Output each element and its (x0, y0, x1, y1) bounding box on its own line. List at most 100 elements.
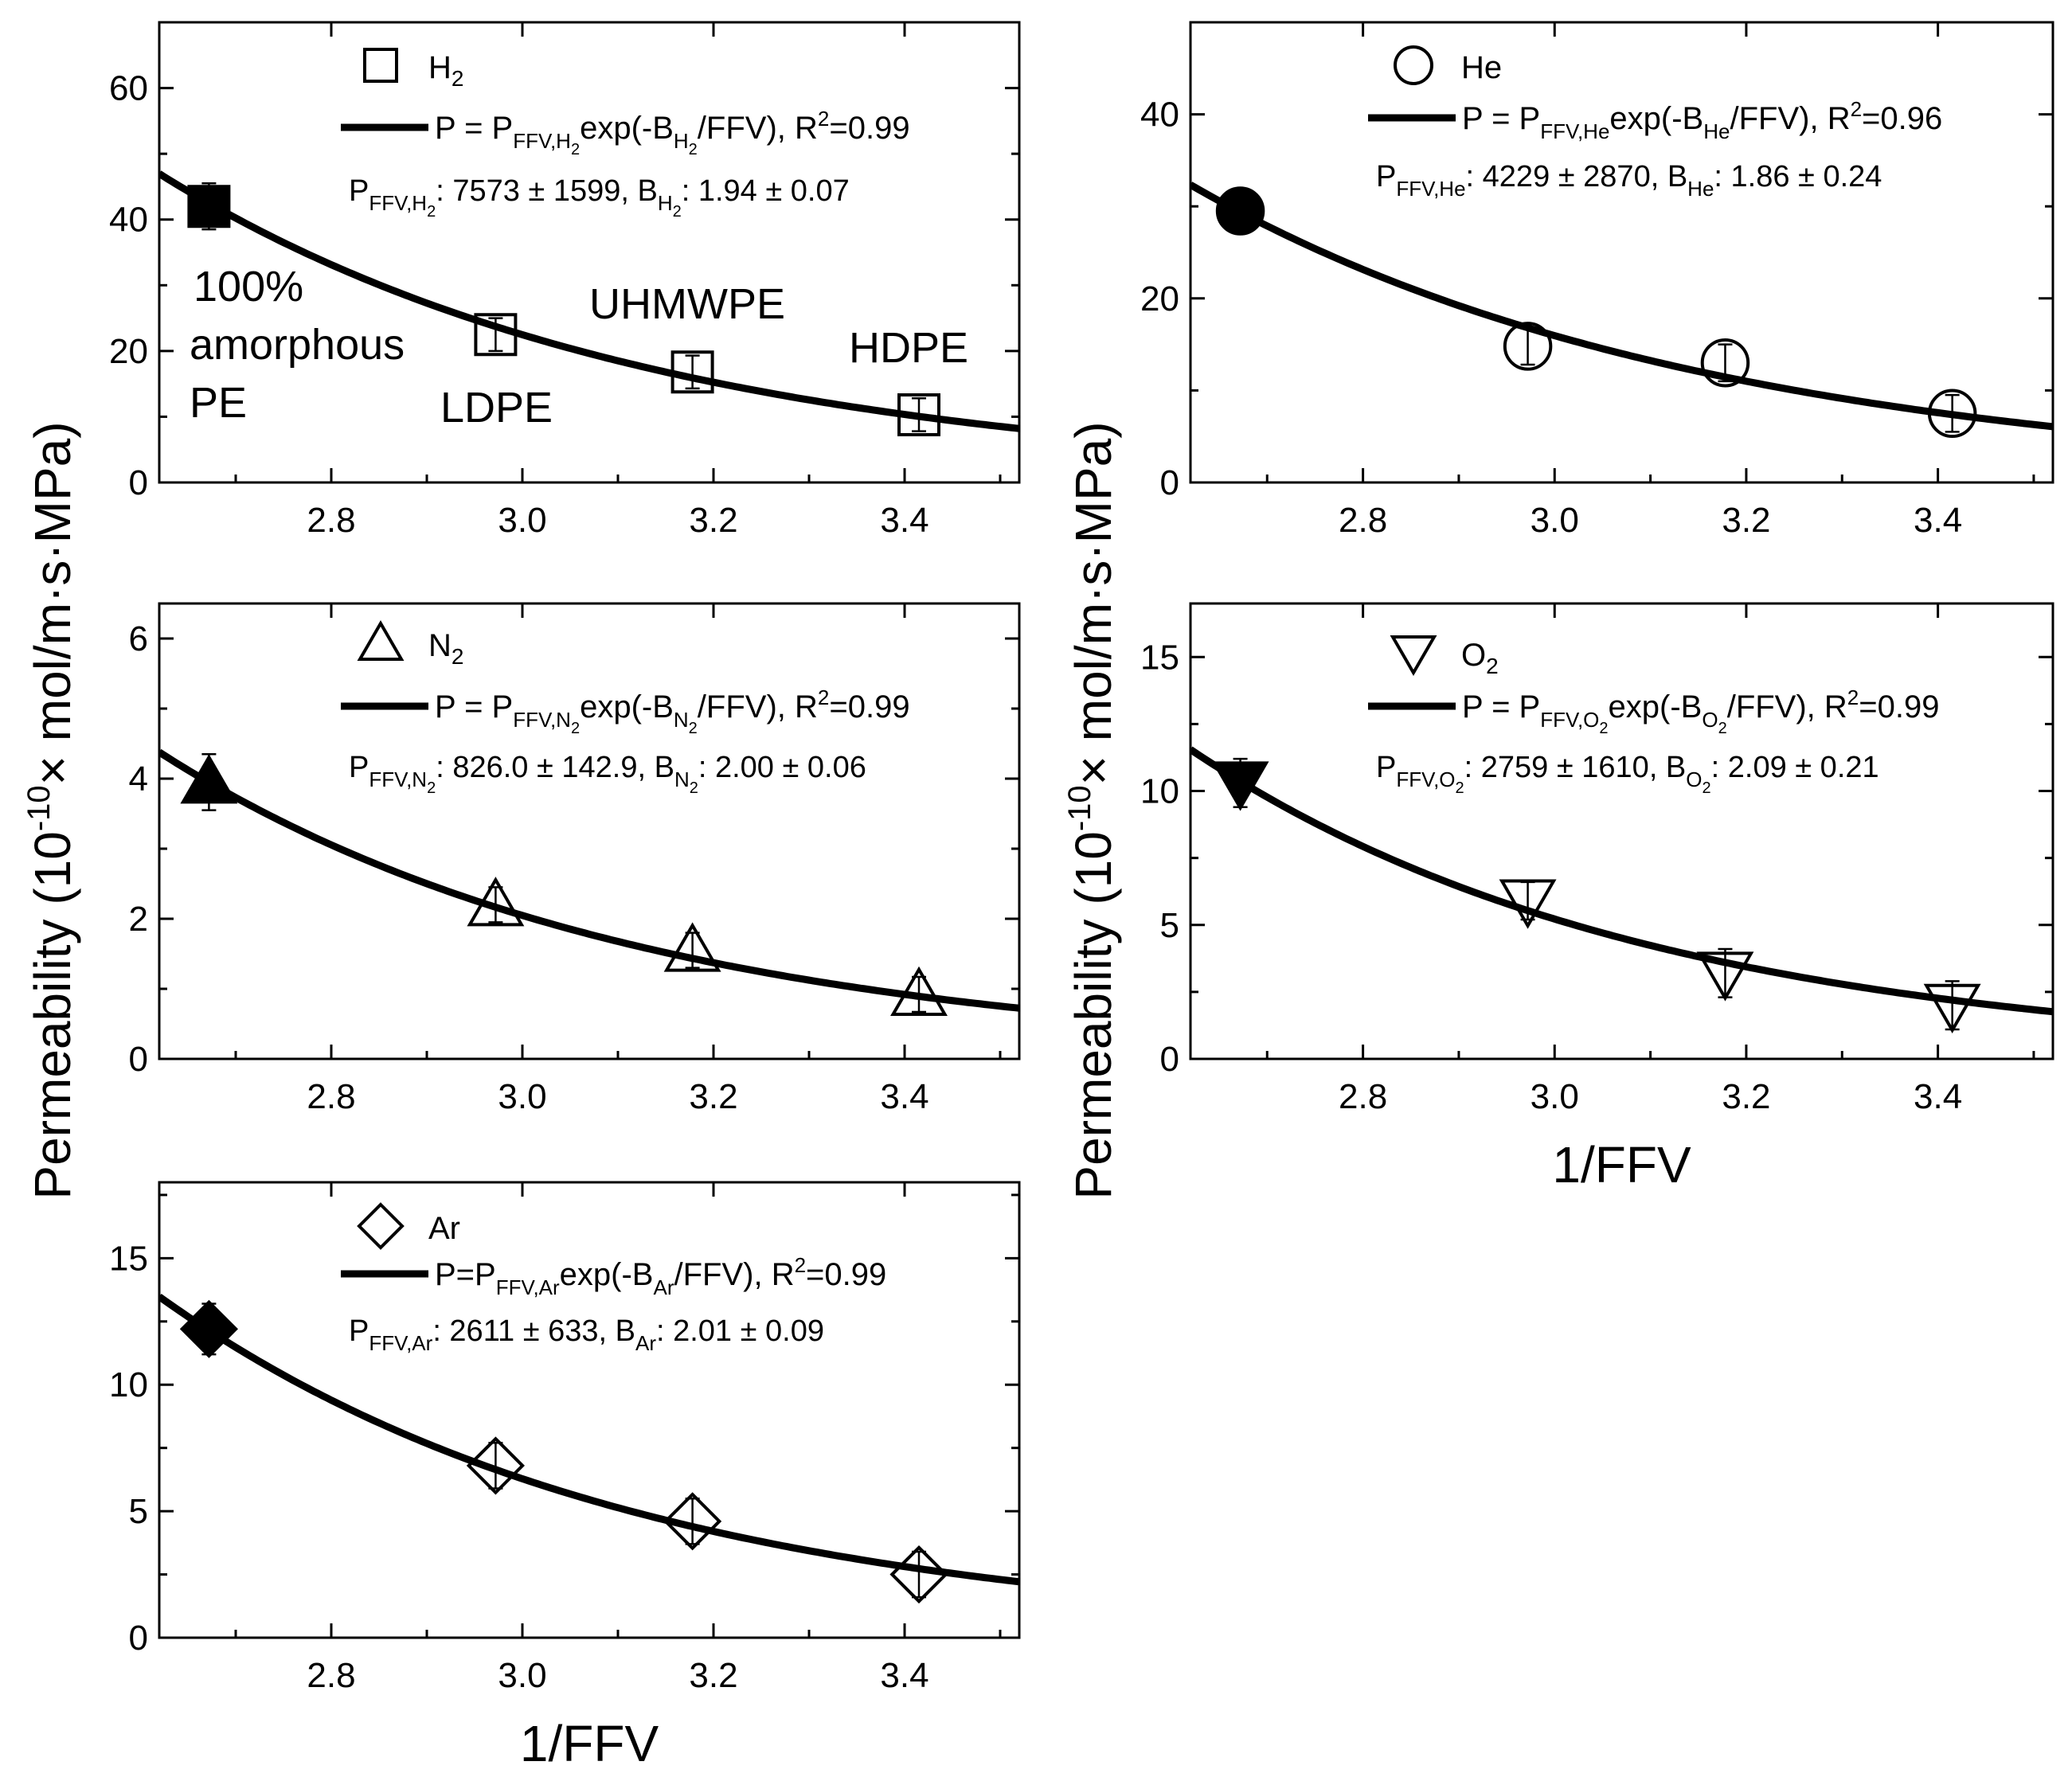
x-tick-label: 3.4 (880, 1077, 928, 1116)
y-tick-label: 6 (129, 619, 148, 658)
legend-label: Ar (428, 1211, 460, 1246)
data-point (1696, 951, 1754, 1002)
data-point (180, 754, 238, 804)
y-tick-label: 60 (109, 69, 148, 108)
param-part: : 4229 ± 2870, B (1466, 160, 1688, 193)
param-part: : 2.00 ± 0.06 (698, 751, 866, 784)
legend-marker (357, 620, 405, 661)
legend-marker (357, 1202, 405, 1250)
eq-part: exp(-B (580, 689, 674, 725)
x-axis-title: 1/FFV (520, 1715, 659, 1772)
data-point (1499, 879, 1557, 929)
data-point (1923, 983, 1981, 1033)
legend-text: H (428, 50, 452, 85)
data-point (890, 966, 948, 1017)
sample-label-hdpe: HDPE (849, 324, 968, 372)
eq-part: =0.96 (1862, 101, 1942, 136)
sample-label-amorphous-line1: 100% (194, 263, 303, 311)
legend-text: Ar (428, 1211, 460, 1246)
eq-part: exp(-B (1609, 101, 1703, 136)
eq-part: P = P (435, 689, 513, 725)
x-tick-label: 3.0 (1531, 1077, 1579, 1116)
eq-part: =0.99 (1859, 689, 1939, 725)
eq-subscript: O (1702, 708, 1718, 732)
eq-subscript-2: 2 (571, 720, 580, 737)
chart-panel-ar: 2.8 3.0 3.2 3.40510151/FFVArP=PFFV,Arexp(-B… (109, 1181, 1021, 1772)
eq-subscript: FFV,N (513, 708, 571, 732)
x-tick-label: 2.8 (307, 1077, 355, 1116)
plot-frame (1189, 21, 2054, 484)
eq-subscript: H (674, 129, 689, 153)
legend-marker (1390, 635, 1437, 676)
x-tick-label: 3.2 (1722, 1077, 1770, 1116)
data-point (474, 313, 518, 357)
data-point (1215, 186, 1265, 236)
x-tick-label: 2.8 (1339, 1077, 1387, 1116)
fit-parameters: PFFV,O2: 2759 ± 1610, BO2: 2.09 ± 0.21 (1376, 751, 1879, 797)
eq-part: P = P (1462, 689, 1540, 725)
x-axis-title: 1/FFV (1552, 1136, 1691, 1193)
y-tick-label: 20 (109, 332, 148, 371)
eq-part: exp(-B (580, 111, 674, 146)
param-subscript: H (658, 191, 673, 215)
eq-part: /FFV), R (1730, 101, 1850, 136)
legend-subscript: 2 (452, 644, 464, 669)
data-point (670, 350, 714, 394)
y-tick-label: 4 (129, 760, 148, 799)
eq-part: =0.99 (829, 111, 909, 146)
plot-frame (158, 602, 1021, 1060)
eq-subscript: FFV,He (1540, 119, 1609, 143)
param-part: : 1.94 ± 0.07 (682, 174, 850, 208)
eq-superscript: 2 (795, 1253, 806, 1277)
plot-frame (158, 1181, 1021, 1639)
eq-superscript: 2 (1851, 97, 1862, 121)
eq-subscript-2: 2 (1718, 720, 1727, 737)
data-point (897, 393, 940, 436)
fit-curve (159, 1293, 1019, 1586)
x-tick-label: 3.2 (689, 1656, 737, 1695)
y-tick-label: 10 (109, 1365, 148, 1404)
fit-equation: P = PFFV,H2exp(-BH2/FFV), R2=0.99 (435, 107, 910, 158)
param-part: : 1.86 ± 0.24 (1714, 160, 1882, 193)
plot-frame (158, 21, 1021, 484)
param-subscript-2: 2 (1456, 779, 1464, 797)
data-point (889, 1545, 948, 1604)
y-axis-title-right: Permeability (10-10× mol/m·s·MPa) (1062, 421, 1122, 1199)
param-subscript-2: 2 (690, 779, 698, 797)
x-tick-label: 3.4 (1914, 501, 1962, 540)
eq-part: /FFV), R (698, 689, 818, 725)
param-subscript: O (1686, 767, 1702, 791)
data-point (1211, 761, 1269, 811)
eq-subscript-2: 2 (571, 141, 580, 158)
plot-frame (1189, 602, 2054, 1060)
y-tick-label: 40 (1140, 96, 1179, 135)
eq-part: P = P (1462, 101, 1540, 136)
fit-curve (1190, 182, 2053, 431)
y-tick-label: 20 (1140, 279, 1179, 318)
legend-text: O (1461, 638, 1486, 673)
x-tick-label: 3.2 (1722, 501, 1770, 540)
x-tick-label: 3.4 (880, 1656, 928, 1695)
eq-part: P=P (435, 1257, 496, 1292)
sample-label-ldpe: LDPE (440, 384, 553, 432)
y-tick-label: 0 (129, 463, 148, 502)
x-tick-label: 3.4 (1914, 1077, 1962, 1116)
y-tick-label: 2 (129, 900, 148, 939)
param-subscript: FFV,Ar (369, 1331, 432, 1355)
sample-label-amorphous-line2: amorphous (190, 321, 405, 369)
legend-text: He (1461, 50, 1502, 85)
data-point (187, 185, 231, 228)
eq-superscript: 2 (818, 107, 829, 131)
fit-curve (1190, 746, 2053, 1016)
fit-equation: P=PFFV,Arexp(-BAr/FFV), R2=0.99 (435, 1253, 886, 1299)
eq-part: =0.99 (806, 1257, 886, 1292)
eq-part: =0.99 (829, 689, 909, 725)
legend-marker (363, 48, 398, 83)
data-point (466, 1436, 525, 1495)
x-tick-label: 3.0 (498, 1077, 546, 1116)
y-tick-label: 15 (109, 1239, 148, 1278)
sample-annotations: 100% amorphous PE LDPE UHMWPE HDPE (190, 263, 968, 432)
